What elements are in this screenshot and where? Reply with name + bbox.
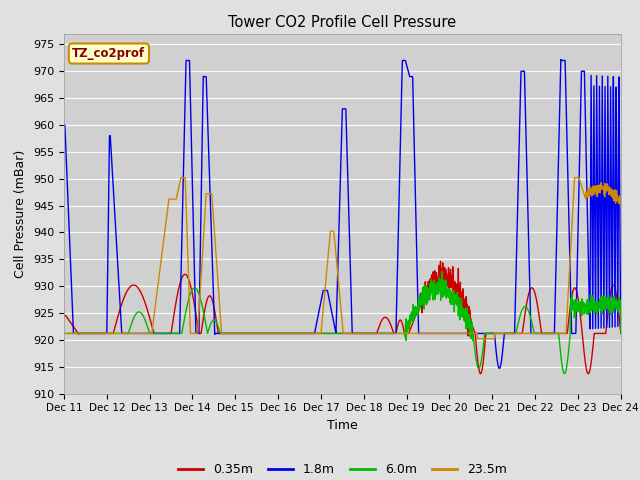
Text: TZ_co2prof: TZ_co2prof: [72, 47, 145, 60]
Y-axis label: Cell Pressure (mBar): Cell Pressure (mBar): [15, 149, 28, 278]
Legend: 0.35m, 1.8m, 6.0m, 23.5m: 0.35m, 1.8m, 6.0m, 23.5m: [173, 458, 512, 480]
Title: Tower CO2 Profile Cell Pressure: Tower CO2 Profile Cell Pressure: [228, 15, 456, 30]
X-axis label: Time: Time: [327, 419, 358, 432]
